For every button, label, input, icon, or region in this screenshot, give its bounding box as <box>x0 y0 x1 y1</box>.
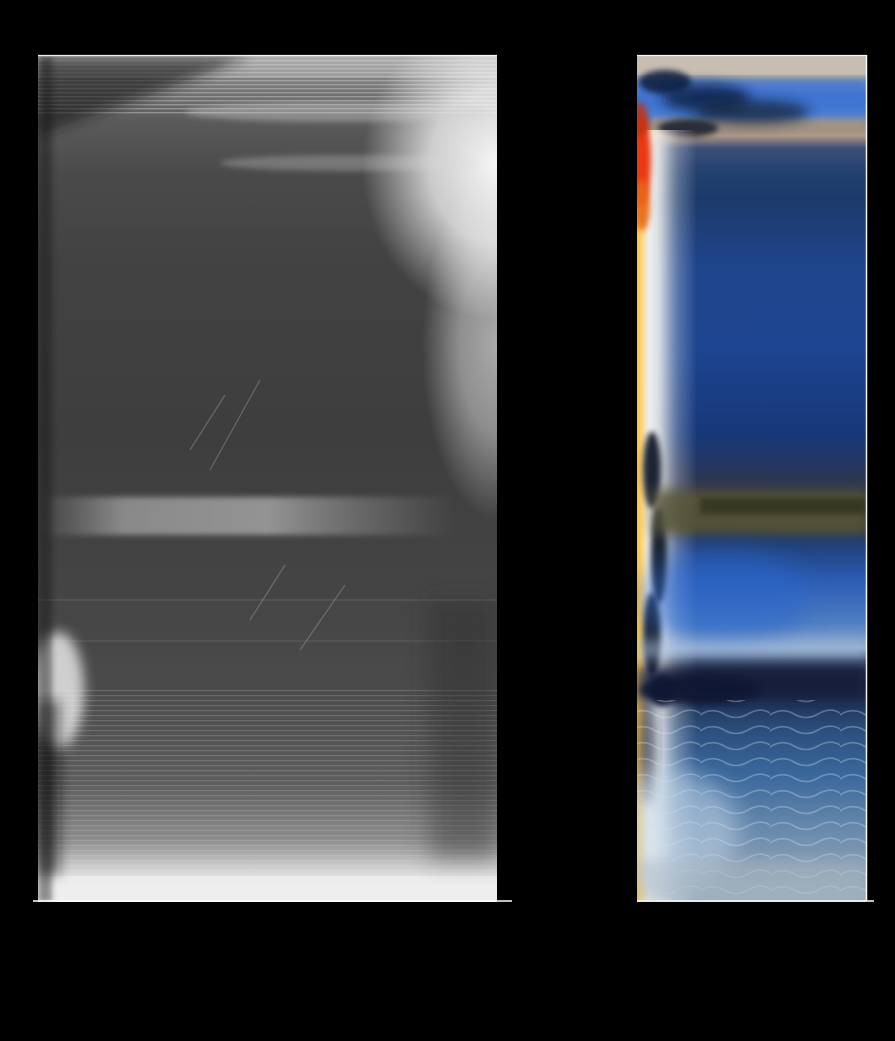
allsky-keogram-image <box>38 55 497 902</box>
northcam-keogram-image <box>637 55 867 902</box>
frame-lines <box>33 54 874 902</box>
